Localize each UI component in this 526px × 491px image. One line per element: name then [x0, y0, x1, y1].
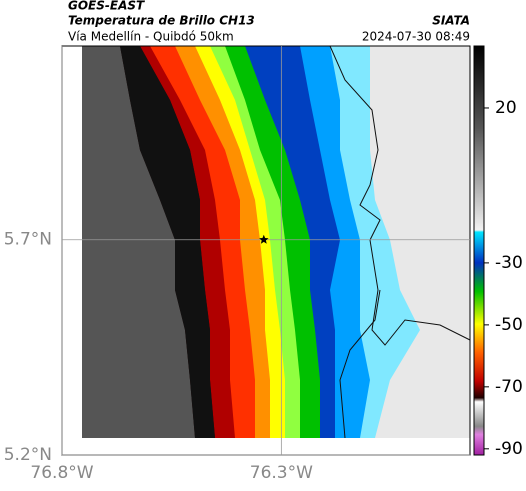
colorbar-tick-label: -70 — [495, 377, 523, 397]
colorbar-tick-label: 20 — [495, 98, 517, 118]
satellite-image — [82, 46, 470, 438]
x-tick-label: 76.8°W — [30, 463, 93, 483]
cold-core — [82, 46, 195, 438]
x-tick-label: 76.3°W — [250, 463, 313, 483]
coastline — [329, 45, 471, 346]
y-tick-label: 5.7°N — [4, 230, 52, 250]
border — [339, 289, 381, 439]
colorbar-tick-label: -90 — [495, 439, 523, 459]
datetime: 2024-07-30 08:49 — [362, 30, 470, 44]
source: SIATA — [432, 14, 470, 28]
title: GOES-EAST — [68, 0, 145, 13]
y-tick-label: 5.2°N — [4, 445, 52, 465]
subtitle: Temperatura de Brillo CH13 — [68, 14, 255, 28]
colorbar — [473, 45, 485, 456]
location-marker — [259, 234, 269, 244]
colorbar-tick-label: -50 — [495, 315, 523, 335]
black-band — [120, 46, 215, 438]
colorbar-tick-label: -30 — [495, 253, 523, 273]
location: Vía Medellín - Quibdó 50km — [68, 30, 234, 44]
